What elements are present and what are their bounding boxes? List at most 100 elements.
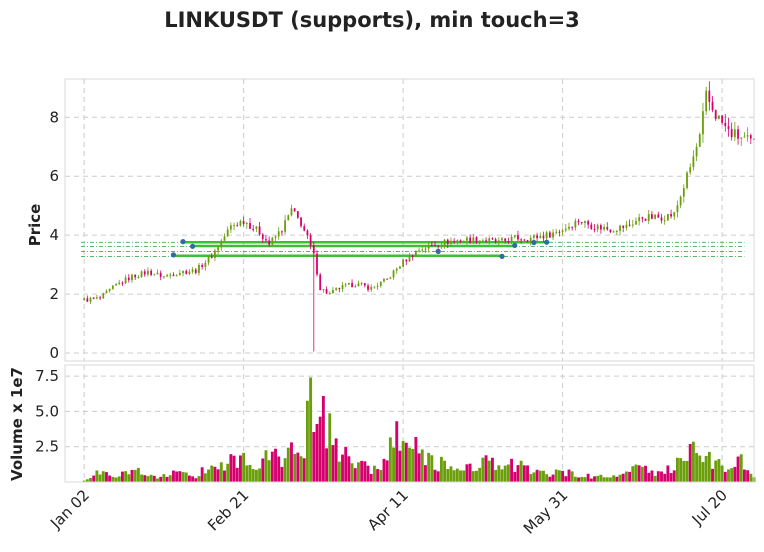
candle-body [261,234,264,240]
volume-bar [557,470,561,482]
candle-body [83,298,86,300]
volume-panel-frame [64,364,755,483]
candle-body [596,225,599,230]
volume-bar [286,447,290,482]
volume-bar [299,456,303,482]
x-tick-label: Feb 21 [204,486,252,534]
candle-body [341,285,344,290]
volume-bar [596,475,600,482]
candle-body [277,231,280,237]
volume-bar [85,479,89,482]
x-tick-label: Apr 11 [364,486,412,534]
candle-body [367,285,369,290]
volume-bar [605,477,609,482]
volume-bar [471,471,475,482]
volume-bar [168,475,172,482]
candle-body [520,239,523,241]
candle-body [210,256,213,258]
candle-body [469,237,472,243]
candle-body [654,214,657,219]
volume-bar [727,469,730,482]
volume-bar [261,458,265,482]
volume-bar [251,469,255,482]
volume-bar [136,467,140,482]
volume-bar [337,461,341,482]
candle-body [692,156,695,168]
candle-body [265,239,267,241]
candle-body [625,224,628,228]
volume-bar [589,478,593,482]
volume-bar [408,447,411,482]
volume-bar [497,465,501,482]
volume-y-tick-label: 2.5 [35,438,59,456]
volume-bar [685,460,689,482]
candle-body [408,255,411,262]
candle-body [536,235,538,239]
candle-body [214,250,216,258]
volume-bar [519,460,523,482]
volume-bar [385,460,389,482]
volume-bar [143,475,147,482]
volume-bar [207,469,210,482]
candle-body [252,228,255,230]
volume-bar [392,447,395,482]
candle-body [670,214,672,217]
volume-y-ticks: 2.5 5.0 7.5 [35,367,59,456]
volume-bar [433,469,437,482]
candle-body [233,225,235,227]
volume-bar [586,473,590,482]
candle-body [497,240,500,243]
candle-body [405,259,408,262]
volume-bar [290,442,293,482]
candle-body [434,244,436,246]
price-y-tick-label: 6 [49,167,59,185]
volume-bar [746,470,750,482]
candle-body [475,237,478,243]
support-touch-marker [531,239,537,246]
volume-bar [427,452,431,482]
candle-body [609,229,612,233]
candle-body [689,167,692,173]
candle-body [580,222,583,224]
volume-bar [618,474,622,482]
volume-bar [331,445,335,482]
volume-bar [411,448,415,482]
volume-bar [446,469,450,482]
candle-body [481,240,484,242]
candle-body [220,240,223,248]
volume-bar [577,477,580,482]
x-tick-label: Jan 02 [46,486,93,533]
volume-bar [149,474,153,482]
candle-body [124,277,127,284]
volume-bar [424,465,427,482]
volume-bar [197,476,201,482]
candle-body [338,288,341,290]
candle-body [296,211,299,218]
volume-bar [615,476,619,482]
volume-bar [357,462,360,482]
price-y-tick-label: 4 [49,226,59,244]
volume-bar [283,458,287,482]
volume-bar [414,437,418,482]
volume-bar [742,469,746,482]
candle-body [347,282,350,285]
candle-body [724,122,727,127]
x-tick-label: May 31 [520,486,572,538]
volume-bar [599,474,603,482]
volume-bar [698,455,702,482]
candle-body [491,238,494,240]
candle-body [357,283,360,287]
volume-bar [634,464,638,482]
candle-body [316,253,318,275]
volume-bar [395,421,399,482]
candle-body [386,278,389,280]
volume-bar [302,458,306,482]
volume-bar [439,456,443,482]
candle-body [660,217,663,221]
candle-body [127,277,130,281]
candle-body [698,134,701,147]
volume-bar [701,462,705,482]
volume-bar [570,471,574,482]
candle-body [555,231,558,233]
candle-body [89,297,92,302]
